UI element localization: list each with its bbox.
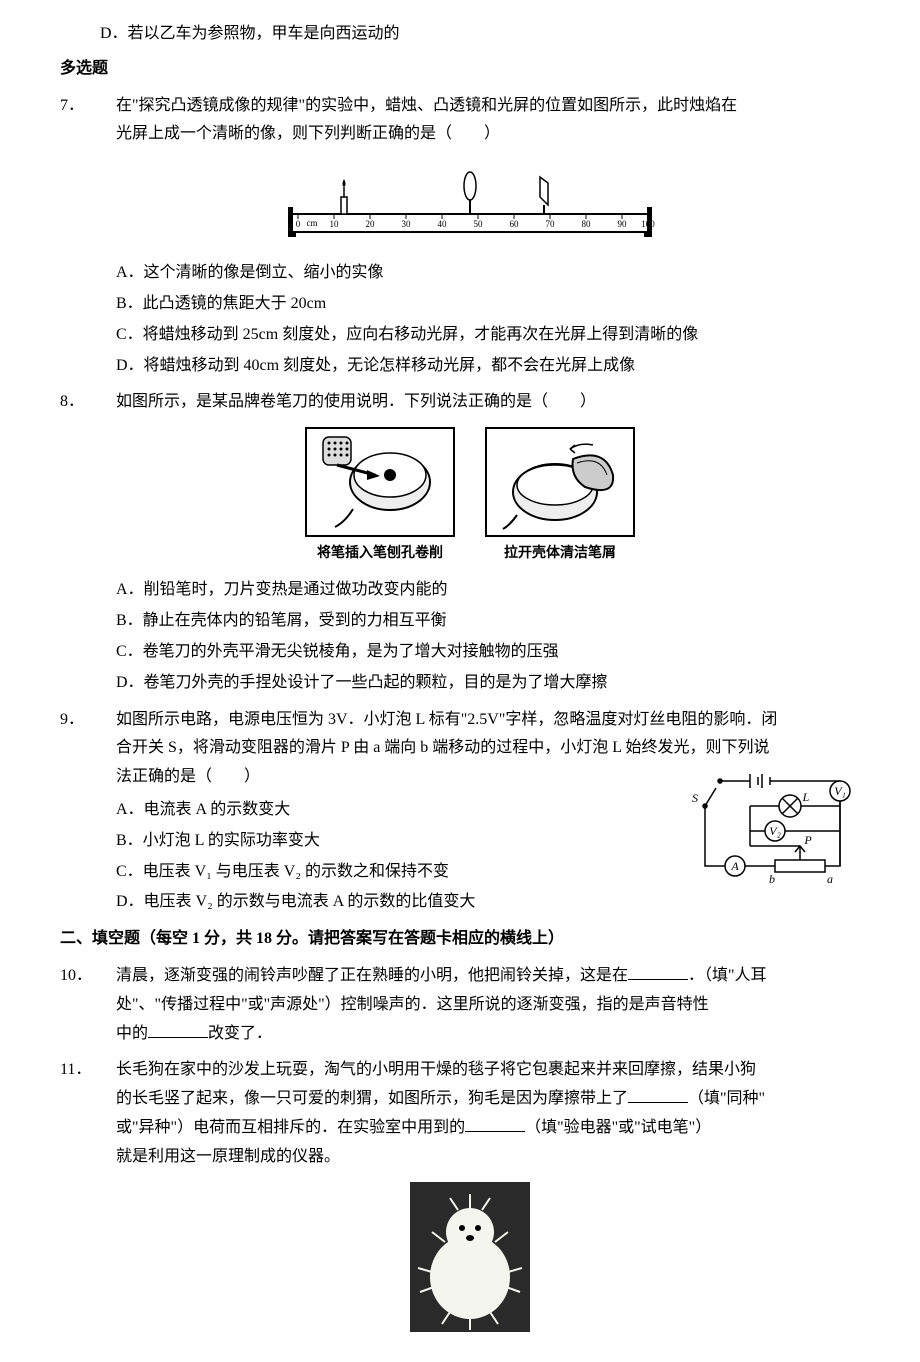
q10-line3b: 改变了． [208,1025,272,1042]
q7-option-a: A．这个清晰的像是倒立、缩小的实像 [116,259,880,288]
q10-line1a: 清晨，逐渐变强的闹铃声吵醒了正在熟睡的小明，他把闹铃关掉，这是在 [116,967,628,984]
q11-blank-2 [465,1115,525,1132]
label-L: L [802,790,810,804]
q7-number: 7． [88,92,116,121]
label-a: a [827,872,833,886]
q10-line2: 处"、"传播过程中"或"声源处"）控制噪声的．这里所说的逐渐变强，指的是声音特性 [60,991,880,1020]
label-V1: V₁ [834,784,846,798]
q8-text: 如图所示，是某品牌卷笔刀的使用说明．下列说法正确的是（ ） [116,393,596,410]
svg-text:50: 50 [474,219,484,229]
q7-option-b: B．此凸透镜的焦距大于 20cm [116,290,880,319]
svg-text:cm: cm [307,218,318,228]
svg-text:100: 100 [641,219,655,229]
svg-text:70: 70 [546,219,556,229]
svg-text:60: 60 [510,219,520,229]
q8-figure: 将笔插入笔刨孔卷削 拉开壳体清洁笔屑 [60,427,880,566]
q8-option-b: B．静止在壳体内的铅笔屑，受到的力相互平衡 [116,607,880,636]
q7-line1: 在"探究凸透镜成像的规律"的实验中，蜡烛、凸透镜和光屏的位置如图所示，此时烛焰在 [116,97,737,114]
label-S: S [692,791,698,805]
q7-figure: 0 cm 10 20 30 40 50 60 70 80 90 100 [60,159,880,249]
q8-fig-right: 拉开壳体清洁笔屑 [485,427,635,566]
q10-line1b: ．（填"人耳 [688,967,767,984]
q11-number: 11． [88,1056,116,1085]
q7-option-c: C．将蜡烛移动到 25cm 刻度处，应向右移动光屏，才能再次在光屏上得到清晰的像 [116,321,880,350]
svg-text:10: 10 [330,219,340,229]
q11-line2a: 的长毛竖了起来，像一只可爱的刺猬，如图所示，狗毛是因为摩擦带上了 [116,1090,628,1107]
question-9: 9．如图所示电路，电源电压恒为 3V．小灯泡 L 标有"2.5V"字样，忽略温度… [60,706,880,918]
svg-text:90: 90 [618,219,628,229]
q11-line3a: 或"异种"）电荷而互相排斥的．在实验室中用到的 [116,1119,465,1136]
q11-line3b: （填"验电器"或"试电笔"） [525,1119,711,1136]
svg-text:80: 80 [582,219,592,229]
q8-fig-left: 将笔插入笔刨孔卷削 [305,427,455,566]
label-P: P [803,833,812,847]
label-A: A [730,859,739,873]
q8-options: A．削铅笔时，刀片变热是通过做功改变内能的 B．静止在壳体内的铅笔屑，受到的力相… [116,576,880,697]
question-7: 7．在"探究凸透镜成像的规律"的实验中，蜡烛、凸透镜和光屏的位置如图所示，此时烛… [60,92,880,381]
q8-option-a: A．削铅笔时，刀片变热是通过做功改变内能的 [116,576,880,605]
optical-bench-svg: 0 cm 10 20 30 40 50 60 70 80 90 100 [280,159,660,249]
question-8: 8．如图所示，是某品牌卷笔刀的使用说明．下列说法正确的是（ ） 将笔插入笔刨孔卷… [60,388,880,697]
q11-line1: 长毛狗在家中的沙发上玩耍，淘气的小明用干燥的毯子将它包裹起来并来回摩擦，结果小狗 [116,1061,756,1078]
svg-text:20: 20 [366,219,376,229]
svg-text:0: 0 [296,219,301,229]
q10-line3a: 中的 [116,1025,148,1042]
question-10: 10．清晨，逐渐变强的闹铃声吵醒了正在熟睡的小明，他把闹铃关掉，这是在 ．（填"人… [60,962,880,1048]
q11-line2b: （填"同种" [688,1090,765,1107]
sharpener-open-svg [485,427,635,537]
q11-line4: 就是利用这一原理制成的仪器。 [60,1143,880,1172]
q7-line2: 光屏上成一个清晰的像，则下列判断正确的是（ ） [60,120,880,149]
svg-text:30: 30 [402,219,412,229]
prev-question-option-d: D．若以乙车为参照物，甲车是向西运动的 [100,20,880,49]
q7-options: A．这个清晰的像是倒立、缩小的实像 B．此凸透镜的焦距大于 20cm C．将蜡烛… [116,259,880,380]
q11-figure [60,1182,880,1332]
q9-number: 9． [88,706,116,735]
q7-option-d: D．将蜡烛移动到 40cm 刻度处，无论怎样移动光屏，都不会在光屏上成像 [116,352,880,381]
section-2-header: 二、填空题（每空 1 分，共 18 分。请把答案写在答题卡相应的横线上） [60,925,880,954]
q9-line1: 如图所示电路，电源电压恒为 3V．小灯泡 L 标有"2.5V"字样，忽略温度对灯… [116,711,777,728]
q10-number: 10． [88,962,116,991]
label-b: b [769,872,775,886]
q8-caption-right: 拉开壳体清洁笔屑 [485,541,635,566]
q8-caption-left: 将笔插入笔刨孔卷削 [305,541,455,566]
circuit-svg: S L V₁ V₂ A P a b [690,766,870,896]
q10-blank-1 [628,963,688,980]
q9-line2: 合开关 S，将滑动变阻器的滑片 P 由 a 端向 b 端移动的过程中，小灯泡 L… [60,734,880,763]
svg-text:40: 40 [438,219,448,229]
label-V2: V₂ [769,824,781,838]
sharpener-insert-svg [305,427,455,537]
question-11: 11．长毛狗在家中的沙发上玩耍，淘气的小明用干燥的毯子将它包裹起来并来回摩擦，结… [60,1056,880,1331]
multi-choice-header: 多选题 [60,55,880,84]
q10-blank-2 [148,1021,208,1038]
q8-option-d: D．卷笔刀外壳的手捏处设计了一些凸起的颗粒，目的是为了增大摩擦 [116,669,880,698]
fluffy-dog-svg [410,1182,530,1332]
q8-option-c: C．卷笔刀的外壳平滑无尖锐棱角，是为了增大对接触物的压强 [116,638,880,667]
q11-blank-1 [628,1086,688,1103]
q8-number: 8． [88,388,116,417]
